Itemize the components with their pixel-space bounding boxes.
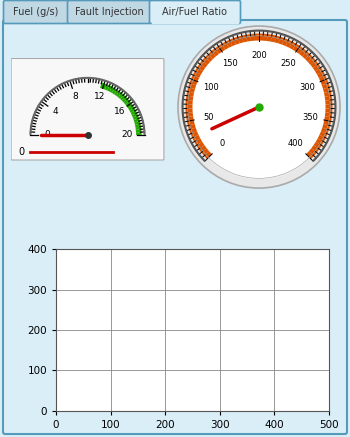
Text: 8: 8 (72, 93, 78, 101)
Text: Air/Fuel Ratio: Air/Fuel Ratio (162, 7, 228, 17)
Text: 400: 400 (288, 139, 303, 148)
Text: Fuel (g/s): Fuel (g/s) (13, 7, 59, 17)
Text: 0: 0 (19, 147, 25, 157)
Text: 100: 100 (203, 83, 219, 92)
Text: 16: 16 (114, 107, 126, 116)
FancyBboxPatch shape (68, 0, 150, 24)
Text: 12: 12 (94, 93, 106, 101)
Text: 150: 150 (222, 59, 238, 69)
Text: 350: 350 (302, 113, 318, 121)
FancyBboxPatch shape (11, 59, 164, 160)
Text: 300: 300 (299, 83, 315, 92)
Text: 0: 0 (45, 130, 50, 139)
FancyBboxPatch shape (3, 20, 347, 434)
Text: 50: 50 (203, 113, 214, 121)
Text: 250: 250 (280, 59, 296, 69)
Circle shape (188, 36, 330, 178)
Text: 200: 200 (251, 51, 267, 60)
Text: Fault Injection: Fault Injection (75, 7, 144, 17)
FancyBboxPatch shape (4, 0, 69, 24)
Text: 4: 4 (52, 107, 58, 116)
Circle shape (178, 26, 340, 188)
Text: 20: 20 (122, 130, 133, 139)
FancyBboxPatch shape (149, 0, 240, 24)
Text: 0: 0 (220, 139, 225, 148)
